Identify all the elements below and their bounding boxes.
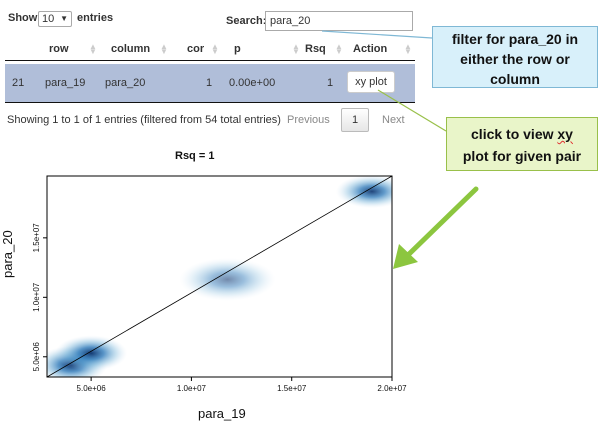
sort-icon[interactable]: ▲ ▼ bbox=[335, 42, 343, 56]
cell-row: para_19 bbox=[45, 77, 86, 89]
search-input[interactable] bbox=[265, 11, 413, 31]
page-1-button[interactable]: 1 bbox=[341, 108, 369, 132]
cell-column: para_20 bbox=[105, 77, 146, 89]
arrow-head-icon bbox=[393, 244, 418, 269]
header-cor[interactable]: cor bbox=[187, 43, 205, 55]
filter-callout-line: either the row or bbox=[460, 51, 570, 67]
entries-per-page-value: 10 bbox=[42, 13, 55, 25]
click-callout-xy: xy bbox=[557, 126, 573, 142]
table-header: row ▲ ▼ column ▲ ▼ cor ▲ ▼ p ▲ ▼ Rsq ▲ ▼ Acti… bbox=[5, 38, 415, 61]
search-label: Search: bbox=[226, 15, 267, 27]
click-connector-line bbox=[377, 89, 447, 132]
density-cluster bbox=[335, 176, 392, 209]
y-tick-label: 1.0e+07 bbox=[32, 282, 41, 312]
entries-per-page-select[interactable]: 10 ▼ bbox=[38, 11, 72, 27]
filter-callout-line: column bbox=[490, 71, 540, 87]
show-label: Show bbox=[8, 12, 38, 24]
fit-line bbox=[47, 176, 392, 377]
y-tick-label: 1.5e+07 bbox=[32, 223, 41, 253]
click-callout-line: plot for given pair bbox=[462, 148, 582, 164]
header-column[interactable]: column bbox=[111, 43, 151, 55]
y-tick-label: 5.0e+06 bbox=[32, 342, 41, 372]
sort-icon[interactable]: ▲ ▼ bbox=[211, 42, 219, 56]
filter-callout: filter for para_20 in either the row or … bbox=[432, 26, 598, 88]
cell-cor: 1 bbox=[206, 77, 213, 89]
xy-plot-button[interactable]: xy plot bbox=[347, 71, 395, 93]
chevron-down-icon: ▼ bbox=[60, 14, 68, 23]
header-action[interactable]: Action bbox=[353, 43, 388, 55]
cell-index: 21 bbox=[12, 77, 25, 89]
filter-connector-line bbox=[321, 30, 433, 39]
cell-rsq: 1 bbox=[327, 77, 334, 89]
cell-p: 0.00e+00 bbox=[229, 77, 276, 89]
filter-callout-line: filter for para_20 in bbox=[451, 31, 579, 47]
previous-page-button[interactable]: Previous bbox=[287, 114, 330, 126]
table-row[interactable]: 21 para_19 para_20 1 0.00e+00 1 xy plot bbox=[5, 64, 415, 103]
click-callout-line: click to view xy bbox=[447, 123, 597, 145]
x-tick-label: 5.0e+06 bbox=[77, 384, 107, 393]
click-callout-text: click to view bbox=[471, 126, 558, 142]
click-callout: click to view xy plot for given pair bbox=[446, 117, 598, 171]
next-page-button[interactable]: Next bbox=[382, 114, 405, 126]
header-p[interactable]: p bbox=[234, 43, 241, 55]
sort-icon[interactable]: ▲ ▼ bbox=[160, 42, 168, 56]
arrow-shaft bbox=[403, 186, 479, 260]
header-rsq[interactable]: Rsq bbox=[305, 43, 326, 55]
x-tick-label: 1.0e+07 bbox=[177, 384, 207, 393]
table-info: Showing 1 to 1 of 1 entries (filtered fr… bbox=[7, 114, 281, 126]
sort-icon[interactable]: ▲ ▼ bbox=[292, 42, 300, 56]
entries-label: entries bbox=[77, 12, 114, 24]
x-tick-label: 1.5e+07 bbox=[277, 384, 307, 393]
x-axis-label: para_19 bbox=[198, 406, 246, 421]
plot-title: Rsq = 1 bbox=[175, 150, 215, 162]
x-tick-label: 2.0e+07 bbox=[377, 384, 407, 393]
plot-frame bbox=[46, 175, 393, 378]
sort-icon[interactable]: ▲ ▼ bbox=[404, 42, 412, 56]
y-axis-label: para_20 bbox=[0, 230, 15, 278]
header-row[interactable]: row bbox=[49, 43, 69, 55]
sort-icon[interactable]: ▲ ▼ bbox=[89, 42, 97, 56]
density-cluster bbox=[179, 258, 276, 301]
